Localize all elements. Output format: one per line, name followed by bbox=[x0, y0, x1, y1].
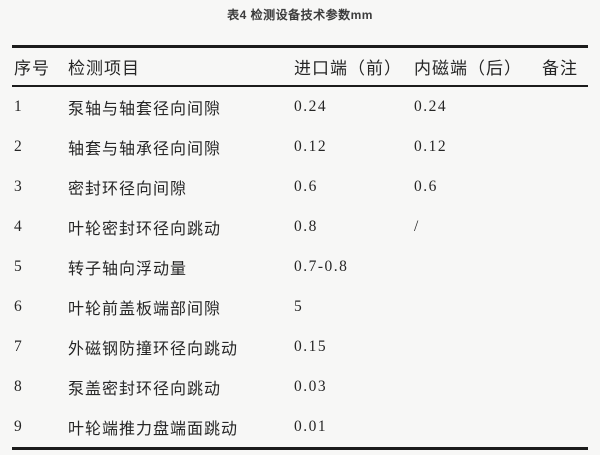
table-caption: 表4 检测设备技术参数mm bbox=[227, 8, 373, 22]
cell-front-end: 0.12 bbox=[294, 138, 328, 155]
header-cell-item: 检测项目 bbox=[68, 59, 140, 78]
table-body: 1 泵轴与轴套径向间隙 0.24 0.24 2 轴套与轴承径向间隙 0.12 0… bbox=[12, 87, 588, 447]
cell-front-end: 0.15 bbox=[294, 338, 328, 355]
header-cell-serial: 序号 bbox=[14, 59, 50, 78]
cell-serial: 2 bbox=[14, 138, 24, 155]
cell-item: 叶轮密封环径向跳动 bbox=[68, 221, 222, 238]
header-cell-front-end: 进口端（前） bbox=[294, 59, 402, 78]
cell-front-end: 0.6 bbox=[294, 178, 318, 195]
cell-serial: 5 bbox=[14, 258, 24, 275]
cell-serial: 3 bbox=[14, 178, 24, 195]
cell-serial: 1 bbox=[14, 98, 24, 115]
table-row: 7 外磁钢防撞环径向跳动 0.15 bbox=[12, 327, 588, 367]
parameters-table: 序号 检测项目 进口端（前） 内磁端（后） 备注 1 泵轴与轴套径向间隙 0.2… bbox=[12, 45, 588, 450]
cell-item: 转子轴向浮动量 bbox=[68, 261, 188, 278]
cell-serial: 7 bbox=[14, 338, 24, 355]
cell-item: 泵盖密封环径向跳动 bbox=[68, 381, 222, 398]
table-row: 5 转子轴向浮动量 0.7-0.8 bbox=[12, 247, 588, 287]
table-row: 2 轴套与轴承径向间隙 0.12 0.12 bbox=[12, 127, 588, 167]
cell-rear-end: 0.24 bbox=[414, 98, 448, 115]
cell-serial: 4 bbox=[14, 218, 24, 235]
table-row: 4 叶轮密封环径向跳动 0.8 / bbox=[12, 207, 588, 247]
cell-rear-end: / bbox=[414, 218, 420, 235]
cell-front-end: 0.03 bbox=[294, 378, 328, 395]
cell-item: 叶轮前盖板端部间隙 bbox=[68, 301, 222, 318]
table-row: 3 密封环径向间隙 0.6 0.6 bbox=[12, 167, 588, 207]
cell-front-end: 0.01 bbox=[294, 418, 328, 435]
cell-rear-end: 0.12 bbox=[414, 138, 448, 155]
cell-front-end: 0.8 bbox=[294, 218, 318, 235]
cell-item: 泵轴与轴套径向间隙 bbox=[68, 101, 222, 118]
cell-serial: 8 bbox=[14, 378, 24, 395]
cell-item: 轴套与轴承径向间隙 bbox=[68, 141, 222, 158]
cell-serial: 9 bbox=[14, 418, 24, 435]
cell-item: 叶轮端推力盘端面跳动 bbox=[68, 421, 239, 438]
cell-item: 外磁钢防撞环径向跳动 bbox=[68, 341, 239, 358]
table-row: 9 叶轮端推力盘端面跳动 0.01 bbox=[12, 407, 588, 447]
cell-front-end: 5 bbox=[294, 298, 304, 315]
header-cell-rear-end: 内磁端（后） bbox=[414, 59, 522, 78]
cell-item: 密封环径向间隙 bbox=[68, 181, 188, 198]
cell-rear-end: 0.6 bbox=[414, 178, 438, 195]
table-header-row: 序号 检测项目 进口端（前） 内磁端（后） 备注 bbox=[12, 48, 588, 87]
cell-serial: 6 bbox=[14, 298, 24, 315]
table-row: 6 叶轮前盖板端部间隙 5 bbox=[12, 287, 588, 327]
cell-front-end: 0.7-0.8 bbox=[294, 258, 349, 275]
table-row: 8 泵盖密封环径向跳动 0.03 bbox=[12, 367, 588, 407]
cell-front-end: 0.24 bbox=[294, 98, 328, 115]
header-cell-remarks: 备注 bbox=[542, 59, 578, 78]
table-row: 1 泵轴与轴套径向间隙 0.24 0.24 bbox=[12, 87, 588, 127]
